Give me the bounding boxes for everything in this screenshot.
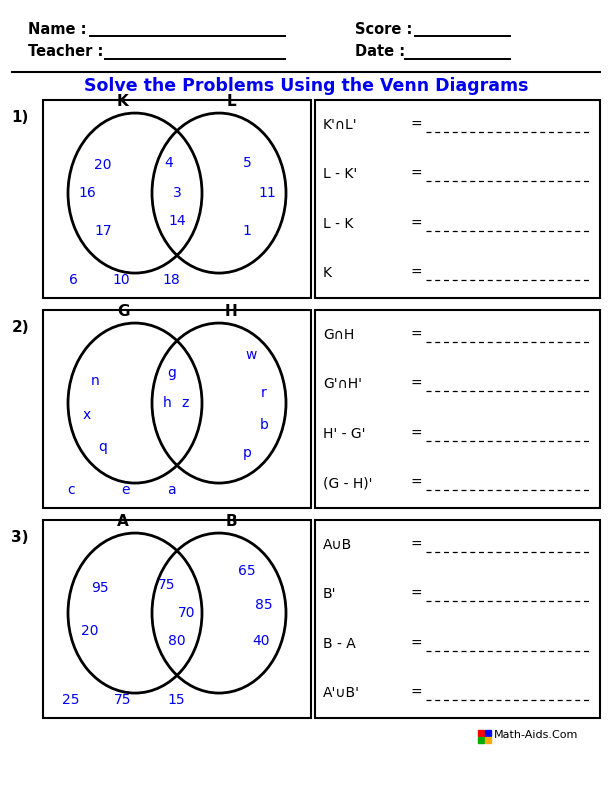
Text: =: =	[410, 538, 422, 552]
Text: p: p	[242, 446, 252, 460]
Text: =: =	[410, 476, 422, 490]
Bar	[315, 100, 600, 298]
Text: =: =	[410, 266, 422, 280]
Bar	[485, 737, 491, 743]
Text: 20: 20	[94, 158, 112, 172]
Text: =: =	[410, 118, 422, 131]
Text: b: b	[259, 418, 269, 432]
Text: 95: 95	[91, 581, 109, 595]
Text: G'∩H': G'∩H'	[323, 377, 362, 391]
Text: K: K	[323, 266, 332, 280]
Text: K'∩L': K'∩L'	[323, 118, 357, 131]
Text: c: c	[67, 483, 75, 497]
Bar	[485, 730, 491, 736]
Text: B': B'	[323, 587, 337, 601]
Text: A'∪B': A'∪B'	[323, 686, 360, 700]
Text: =: =	[410, 427, 422, 441]
Text: Math-Aids.Com: Math-Aids.Com	[494, 730, 578, 740]
Text: Score :: Score :	[355, 21, 412, 36]
Text: A∪B: A∪B	[323, 538, 353, 552]
Text: Date :: Date :	[355, 44, 405, 59]
Text: 18: 18	[162, 273, 180, 287]
Text: =: =	[410, 167, 422, 181]
Text: 5: 5	[242, 156, 252, 170]
Text: H: H	[225, 304, 237, 319]
Text: 15: 15	[167, 693, 185, 707]
Text: H' - G': H' - G'	[323, 427, 365, 441]
Text: 1: 1	[242, 224, 252, 238]
Text: G: G	[117, 304, 129, 319]
Text: =: =	[410, 587, 422, 601]
Text: =: =	[410, 328, 422, 342]
Text: 4: 4	[165, 156, 173, 170]
Text: 3: 3	[173, 186, 181, 200]
Text: =: =	[410, 377, 422, 391]
Text: 6: 6	[69, 273, 78, 287]
Text: L: L	[226, 94, 236, 109]
Text: x: x	[83, 408, 91, 422]
Text: B - A: B - A	[323, 637, 356, 651]
Text: 3): 3)	[12, 530, 29, 545]
Text: (G - H)': (G - H)'	[323, 476, 373, 490]
Text: g: g	[168, 366, 176, 380]
Text: 75: 75	[159, 578, 176, 592]
Text: 25: 25	[62, 693, 80, 707]
Bar	[315, 310, 600, 508]
Text: q: q	[99, 440, 108, 454]
Text: 2): 2)	[12, 320, 29, 335]
Text: e: e	[121, 483, 129, 497]
Bar	[478, 730, 484, 736]
Text: 14: 14	[168, 214, 186, 228]
Text: 10: 10	[112, 273, 130, 287]
Text: 70: 70	[178, 606, 196, 620]
Text: L - K': L - K'	[323, 167, 357, 181]
Text: n: n	[91, 374, 99, 388]
Text: Teacher :: Teacher :	[28, 44, 103, 59]
Text: z: z	[181, 396, 188, 410]
Text: L - K: L - K	[323, 217, 353, 230]
Text: B: B	[225, 514, 237, 529]
Bar	[43, 100, 311, 298]
Text: 11: 11	[258, 186, 276, 200]
Text: 17: 17	[94, 224, 112, 238]
Text: =: =	[410, 686, 422, 700]
Text: r: r	[261, 386, 267, 400]
Text: K: K	[117, 94, 129, 109]
Bar	[478, 737, 484, 743]
Text: h: h	[163, 396, 171, 410]
Text: 80: 80	[168, 634, 186, 648]
Text: G∩H: G∩H	[323, 328, 354, 342]
Text: a: a	[166, 483, 175, 497]
Text: 16: 16	[78, 186, 96, 200]
Text: 75: 75	[114, 693, 132, 707]
Text: 85: 85	[255, 598, 273, 612]
Text: 20: 20	[81, 624, 99, 638]
Text: 40: 40	[252, 634, 270, 648]
Text: 1): 1)	[12, 110, 29, 125]
Bar	[315, 520, 600, 718]
Text: =: =	[410, 637, 422, 651]
Text: A: A	[117, 514, 129, 529]
Text: Name :: Name :	[28, 21, 86, 36]
Bar	[43, 310, 311, 508]
Bar	[43, 520, 311, 718]
Text: w: w	[245, 348, 256, 362]
Text: 65: 65	[238, 564, 256, 578]
Text: =: =	[410, 217, 422, 230]
Text: Solve the Problems Using the Venn Diagrams: Solve the Problems Using the Venn Diagra…	[84, 77, 528, 95]
